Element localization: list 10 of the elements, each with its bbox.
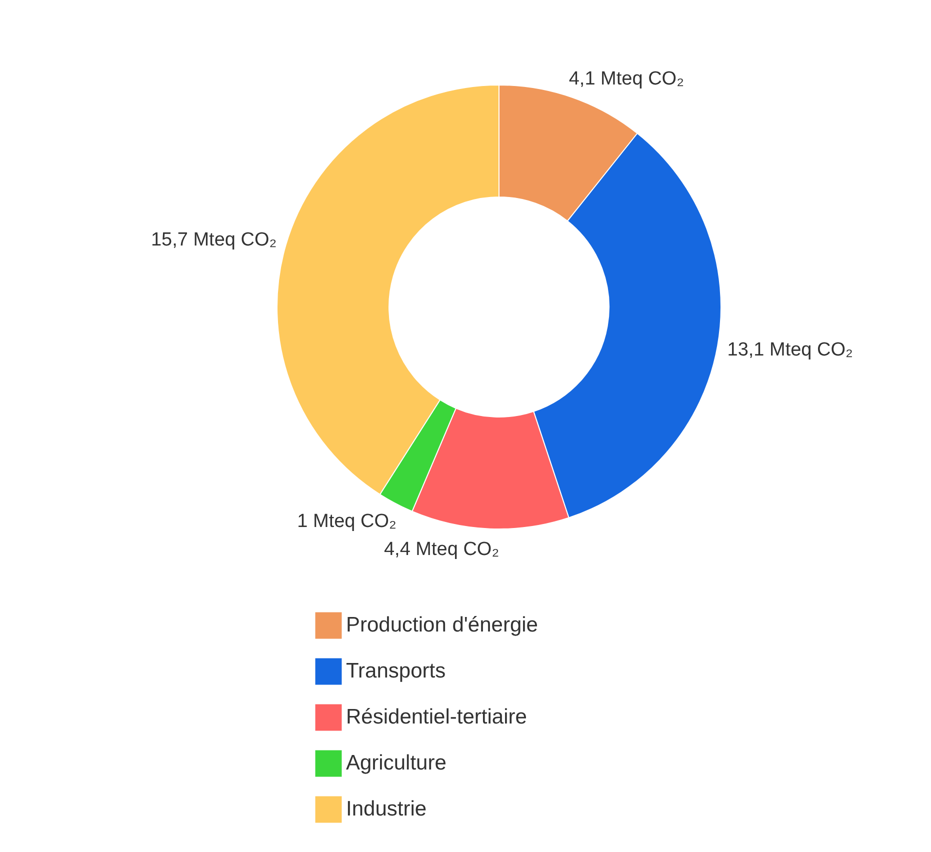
- data-label: 4,1 Mteq CO₂: [568, 68, 684, 90]
- data-label: 1 Mteq CO₂: [297, 511, 396, 532]
- legend-label: Transports: [346, 660, 446, 682]
- legend-label: Production d'énergie: [346, 614, 538, 636]
- legend-label: Industrie: [346, 798, 427, 820]
- data-label: 4,4 Mteq CO₂: [384, 538, 500, 560]
- legend-label: Agriculture: [346, 752, 446, 774]
- legend-label: Résidentiel-tertiaire: [346, 706, 527, 728]
- data-label: 15,7 Mteq CO₂: [150, 229, 277, 250]
- data-label: 13,1 Mteq CO₂: [727, 339, 853, 360]
